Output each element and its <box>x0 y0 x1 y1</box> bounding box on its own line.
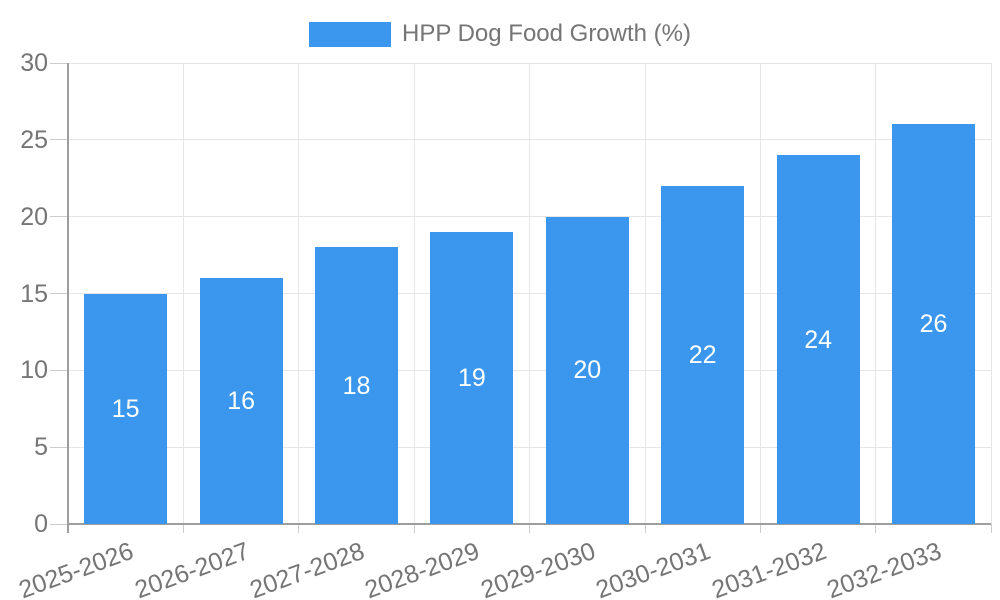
y-axis-tick-label: 5 <box>34 433 48 462</box>
x-gridline <box>298 63 300 524</box>
x-axis-tick <box>182 524 184 533</box>
x-gridline <box>182 63 184 524</box>
x-axis-tick-label: 2032-2033 <box>0 537 945 600</box>
x-axis-tick <box>644 524 646 533</box>
y-axis-tick-label: 20 <box>20 202 48 231</box>
bar[interactable] <box>315 247 398 524</box>
y-axis-tick-label: 15 <box>20 279 48 308</box>
bar[interactable] <box>199 278 283 524</box>
y-axis-tick-label: 25 <box>20 125 48 154</box>
y-axis-tick <box>50 369 68 371</box>
y-axis-tick-label: 0 <box>34 510 48 538</box>
y-axis-tick <box>50 523 68 525</box>
legend: HPP Dog Food Growth (%) <box>0 20 1000 48</box>
x-axis-tick <box>298 524 300 533</box>
x-axis-tick-label-text: 2032-2033 <box>823 537 946 600</box>
x-gridline <box>759 63 761 524</box>
y-axis-tick <box>50 293 68 294</box>
bar[interactable] <box>545 216 629 524</box>
x-axis-tick <box>529 524 531 533</box>
bar[interactable] <box>661 185 745 524</box>
x-axis-tick <box>875 524 877 533</box>
x-axis-tick <box>413 524 415 533</box>
x-gridline <box>644 63 646 524</box>
x-gridline <box>875 63 877 524</box>
x-axis-tick <box>990 524 992 533</box>
y-axis-tick <box>50 139 68 141</box>
x-axis-tick <box>759 524 761 533</box>
y-axis-tick <box>50 446 68 448</box>
y-axis-tick-label: 10 <box>20 356 48 385</box>
bar[interactable] <box>776 155 860 524</box>
bar[interactable] <box>84 293 168 524</box>
y-axis-tick-label: 30 <box>20 49 48 77</box>
bar[interactable] <box>892 124 975 524</box>
x-gridline <box>529 63 531 524</box>
legend-label: HPP Dog Food Growth (%) <box>402 20 691 47</box>
bar[interactable] <box>430 232 514 524</box>
y-axis-tick <box>50 216 68 218</box>
x-axis-baseline <box>68 523 992 525</box>
y-axis-tick <box>50 62 68 64</box>
x-gridline <box>990 63 992 524</box>
legend-swatch <box>309 21 391 47</box>
y-axis-line <box>67 63 69 533</box>
x-gridline <box>413 63 415 524</box>
